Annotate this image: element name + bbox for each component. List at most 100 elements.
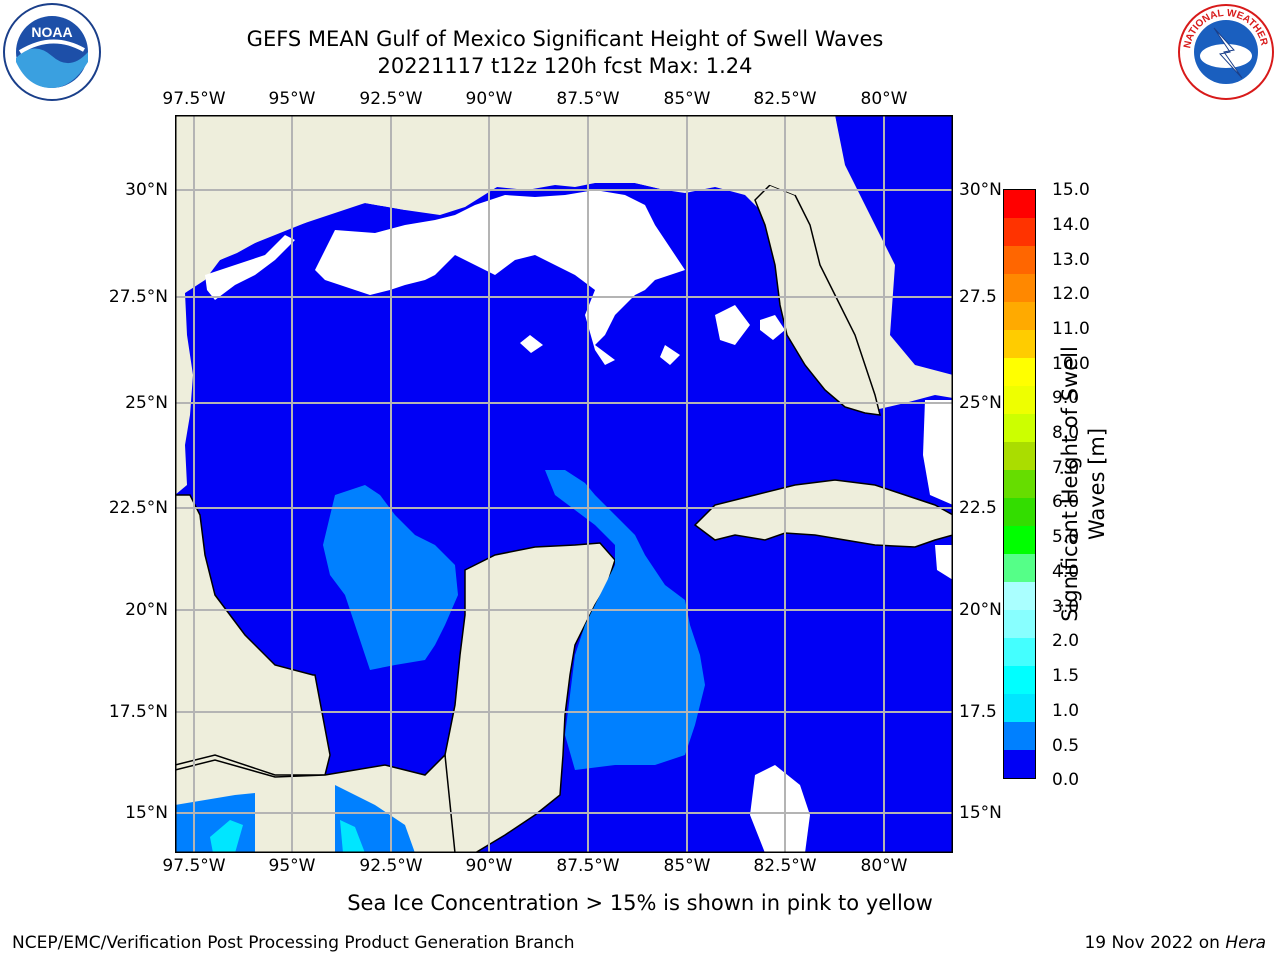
colorbar-tick: 14.0 <box>1052 215 1090 235</box>
swell-zone-yucatan-channel <box>545 470 705 770</box>
nodata-patch-2 <box>760 315 785 340</box>
footer-host: Hera <box>1225 933 1266 953</box>
nodata-south-caribbean <box>750 765 810 853</box>
colorbar-tick: 5.0 <box>1052 527 1080 547</box>
lon-label-bottom: 97.5°W <box>162 856 226 876</box>
colorbar-tick: 3.0 <box>1052 597 1080 617</box>
caribbean-ocean-region <box>655 505 953 853</box>
colorbar-step <box>1004 470 1035 498</box>
lat-label-right: 25°N <box>959 393 1002 413</box>
nodata-patch-1 <box>715 305 750 345</box>
colorbar-tick: 10.0 <box>1052 354 1090 374</box>
noaa-logo: NOAA <box>2 2 102 102</box>
lat-label-left: 22.5°N <box>108 498 168 518</box>
colorbar-tick: 8.0 <box>1052 423 1080 443</box>
lon-label-top: 87.5°W <box>556 89 620 109</box>
colorbar-step <box>1004 610 1035 638</box>
florida-land <box>754 184 881 416</box>
lat-label-left: 27.5°N <box>108 287 168 307</box>
colorbar-step <box>1004 358 1035 386</box>
swell-peak-zone-2 <box>340 820 365 853</box>
colorbar-tick: 6.0 <box>1052 492 1080 512</box>
florida-north-land <box>715 115 845 195</box>
colorbar-tick: 13.0 <box>1052 250 1090 270</box>
map-title: GEFS MEAN Gulf of Mexico Significant Hei… <box>246 27 884 51</box>
svg-text:NOAA: NOAA <box>31 24 72 40</box>
colorbar <box>1003 189 1036 779</box>
colorbar-tick: 2.0 <box>1052 631 1080 651</box>
lon-label-bottom: 92.5°W <box>359 856 423 876</box>
colorbar-step <box>1004 246 1035 274</box>
colorbar-step <box>1004 582 1035 610</box>
lat-label-left: 15°N <box>125 803 168 823</box>
lat-label-left: 25°N <box>125 393 168 413</box>
lat-label-right: 22.5 <box>959 498 997 518</box>
colorbar-tick: 12.0 <box>1052 284 1090 304</box>
swell-peak-zone-1 <box>210 820 243 853</box>
colorbar-step <box>1004 526 1035 554</box>
lon-label-bottom: 90°W <box>465 856 513 876</box>
lon-label-top: 92.5°W <box>359 89 423 109</box>
cuba-land <box>693 479 953 548</box>
lat-label-right: 27.5 <box>959 287 997 307</box>
colorbar-tick: 9.0 <box>1052 388 1080 408</box>
colorbar-step <box>1004 666 1035 694</box>
lat-label-right: 20°N <box>959 600 1002 620</box>
lat-label-right: 17.5 <box>959 702 997 722</box>
colorbar-label-line2: Waves [m] <box>1085 427 1109 541</box>
lon-label-top: 90°W <box>465 89 513 109</box>
nodata-texas-coast <box>205 235 295 300</box>
lon-label-top: 97.5°W <box>162 89 226 109</box>
yucatan-land <box>444 542 616 853</box>
colorbar-tick: 1.5 <box>1052 666 1080 686</box>
colorbar-step <box>1004 414 1035 442</box>
colorbar-tick: 0.0 <box>1052 770 1080 790</box>
lon-label-top: 95°W <box>268 89 316 109</box>
footer-date: 19 Nov 2022 on Hera <box>1084 933 1266 953</box>
nws-logo: NATIONAL WEATHER SERVICE <box>1172 0 1276 102</box>
lat-label-left: 30°N <box>125 180 168 200</box>
atlantic-ocean-region <box>835 115 953 375</box>
lon-label-top: 85°W <box>663 89 711 109</box>
colorbar-step <box>1004 302 1035 330</box>
colorbar-step <box>1004 442 1035 470</box>
colorbar-tick: 11.0 <box>1052 319 1090 339</box>
colorbar-step <box>1004 498 1035 526</box>
lon-label-top: 80°W <box>860 89 908 109</box>
lon-label-top: 82.5°W <box>753 89 817 109</box>
colorbar-step <box>1004 190 1035 218</box>
lon-label-bottom: 85°W <box>663 856 711 876</box>
sea-ice-note: Sea Ice Concentration > 15% is shown in … <box>347 891 933 915</box>
nodata-patch-4 <box>520 335 543 353</box>
graticule <box>175 115 953 853</box>
nodata-northern-gulf <box>315 190 685 365</box>
footer-credit: NCEP/EMC/Verification Post Processing Pr… <box>12 933 575 953</box>
nodata-east-edge-2 <box>935 545 953 580</box>
lat-label-left: 17.5°N <box>108 702 168 722</box>
lat-label-right: 30°N <box>959 180 1002 200</box>
colorbar-step <box>1004 750 1035 778</box>
lat-label-right: 15°N <box>959 803 1002 823</box>
colorbar-step <box>1004 554 1035 582</box>
swell-height-map <box>175 115 953 853</box>
colorbar-tick: 0.5 <box>1052 736 1080 756</box>
colorbar-step <box>1004 638 1035 666</box>
colorbar-tick: 7.0 <box>1052 458 1080 478</box>
lon-label-bottom: 80°W <box>860 856 908 876</box>
colorbar-label-line1: Significant Height of Swell <box>1058 346 1082 622</box>
colorbar-step <box>1004 218 1035 246</box>
lon-label-bottom: 82.5°W <box>753 856 817 876</box>
colorbar-tick: 1.0 <box>1052 701 1080 721</box>
lon-label-bottom: 87.5°W <box>556 856 620 876</box>
nodata-east-edge-1 <box>923 400 953 505</box>
footer-date-text: 19 Nov 2022 on <box>1084 933 1226 953</box>
nodata-patch-3 <box>660 345 680 365</box>
colorbar-tick: 4.0 <box>1052 562 1080 582</box>
colorbar-step <box>1004 722 1035 750</box>
colorbar-step <box>1004 274 1035 302</box>
lat-label-left: 20°N <box>125 600 168 620</box>
map-subtitle: 20221117 t12z 120h fcst Max: 1.24 <box>377 54 753 78</box>
colorbar-step <box>1004 694 1035 722</box>
colorbar-tick: 15.0 <box>1052 180 1090 200</box>
colorbar-step <box>1004 330 1035 358</box>
